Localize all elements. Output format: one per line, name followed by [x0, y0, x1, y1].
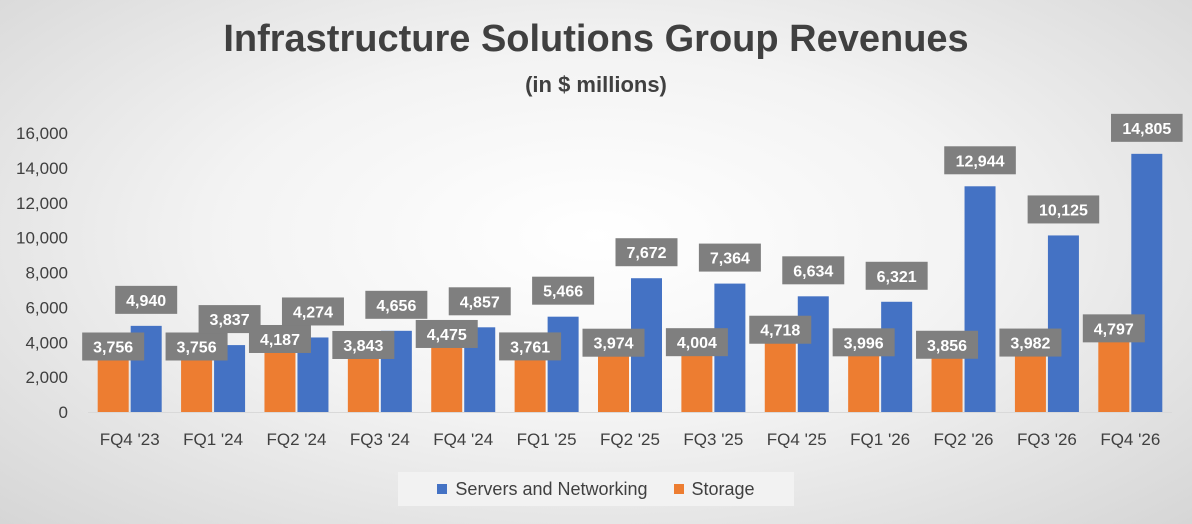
- x-tick-label: FQ3 '24: [350, 430, 410, 449]
- data-label-storage-box: [1082, 314, 1145, 343]
- data-label-storage: 4,004: [677, 335, 717, 352]
- bar-servers: [1131, 153, 1163, 412]
- data-label-servers-box: [615, 238, 678, 267]
- data-label-storage: 3,974: [593, 336, 633, 353]
- data-label-servers-box: [532, 276, 595, 305]
- data-label-storage: 3,761: [510, 339, 550, 356]
- bar-servers: [797, 296, 829, 412]
- data-label-storage: 3,856: [927, 338, 967, 355]
- data-label-storage-box: [415, 319, 478, 348]
- data-label-servers-box: [1111, 113, 1183, 142]
- data-label-servers: 6,634: [793, 263, 833, 280]
- bar-servers: [547, 316, 579, 412]
- data-label-servers: 4,857: [460, 294, 500, 311]
- data-label-storage-box: [248, 324, 311, 353]
- data-label-storage-box: [582, 328, 645, 357]
- legend-swatch-storage: [673, 484, 684, 494]
- data-label-servers: 7,364: [710, 251, 750, 268]
- x-tick-label: FQ4 '26: [1100, 430, 1160, 449]
- x-tick-label: FQ3 '26: [1017, 430, 1077, 449]
- data-label-servers-box: [365, 290, 428, 319]
- data-label-storage-box: [749, 315, 812, 344]
- x-tick-label: FQ4 '24: [433, 430, 493, 449]
- x-tick-label: FQ2 '24: [266, 430, 326, 449]
- x-tick-label: FQ1 '26: [850, 430, 910, 449]
- x-tick-label: FQ4 '23: [100, 430, 160, 449]
- bar-servers: [964, 186, 996, 412]
- legend: Servers and Networking Storage: [398, 472, 794, 506]
- data-label-storage-box: [999, 328, 1062, 357]
- y-tick-label: 2,000: [25, 368, 68, 387]
- x-tick-label: FQ2 '26: [934, 430, 994, 449]
- data-label-storage-box: [499, 332, 562, 361]
- data-label-storage: 4,718: [760, 323, 800, 340]
- bar-servers: [1047, 235, 1079, 412]
- bar-servers: [881, 301, 913, 412]
- data-label-storage-box: [665, 328, 728, 357]
- data-label-servers-box: [1027, 195, 1100, 224]
- data-label-servers: 4,656: [376, 298, 416, 315]
- data-label-storage: 3,996: [844, 335, 884, 352]
- legend-item-servers: Servers and Networking: [437, 478, 648, 500]
- data-label-storage: 4,475: [427, 327, 467, 344]
- x-tick-label: FQ1 '24: [183, 430, 243, 449]
- y-tick-label: 16,000: [16, 124, 68, 143]
- x-tick-label: FQ1 '25: [517, 430, 577, 449]
- data-label-storage-box: [832, 328, 895, 357]
- data-label-storage: 3,756: [93, 340, 133, 357]
- y-tick-label: 0: [59, 403, 68, 422]
- data-label-storage: 4,187: [260, 332, 300, 349]
- data-label-servers-box: [448, 287, 511, 316]
- data-label-storage: 4,797: [1094, 321, 1134, 338]
- data-label-servers-box: [944, 146, 1016, 175]
- data-label-servers: 5,466: [543, 284, 583, 301]
- chart-title: Infrastructure Solutions Group Revenues: [223, 18, 969, 60]
- legend-label-servers: Servers and Networking: [455, 478, 648, 499]
- data-label-servers-box: [698, 243, 761, 272]
- data-label-servers-box: [865, 261, 928, 290]
- data-label-servers-box: [782, 256, 845, 285]
- y-tick-label: 6,000: [25, 298, 68, 317]
- x-tick-label: FQ2 '25: [600, 430, 660, 449]
- data-label-servers: 7,672: [626, 245, 666, 262]
- x-tick-label: FQ3 '25: [683, 430, 743, 449]
- data-label-servers: 14,805: [1122, 121, 1171, 138]
- data-label-servers-box: [115, 285, 178, 314]
- data-label-storage-box: [82, 332, 145, 361]
- data-label-servers: 4,274: [293, 304, 333, 321]
- data-label-storage: 3,756: [177, 340, 217, 357]
- data-label-servers: 10,125: [1039, 202, 1088, 219]
- data-label-storage-box: [916, 330, 979, 359]
- data-label-storage-box: [165, 332, 228, 361]
- y-tick-label: 4,000: [25, 333, 68, 352]
- data-label-servers-box: [281, 297, 344, 326]
- data-label-storage: 3,982: [1010, 336, 1050, 353]
- chart-subtitle: (in $ millions): [525, 72, 667, 97]
- y-tick-label: 10,000: [16, 229, 68, 248]
- data-label-servers: 4,940: [126, 293, 166, 310]
- data-label-servers: 12,944: [956, 153, 1005, 170]
- legend-item-storage: Storage: [673, 478, 755, 500]
- y-tick-label: 14,000: [16, 159, 68, 178]
- data-label-storage-box: [332, 330, 395, 359]
- y-tick-label: 8,000: [25, 264, 68, 283]
- x-tick-label: FQ4 '25: [767, 430, 827, 449]
- data-label-storage: 3,843: [343, 338, 383, 355]
- data-label-servers: 3,837: [210, 312, 250, 329]
- data-label-servers: 6,321: [877, 269, 917, 286]
- legend-label-storage: Storage: [691, 478, 755, 499]
- legend-swatch-servers: [437, 484, 448, 494]
- y-tick-label: 12,000: [16, 194, 68, 213]
